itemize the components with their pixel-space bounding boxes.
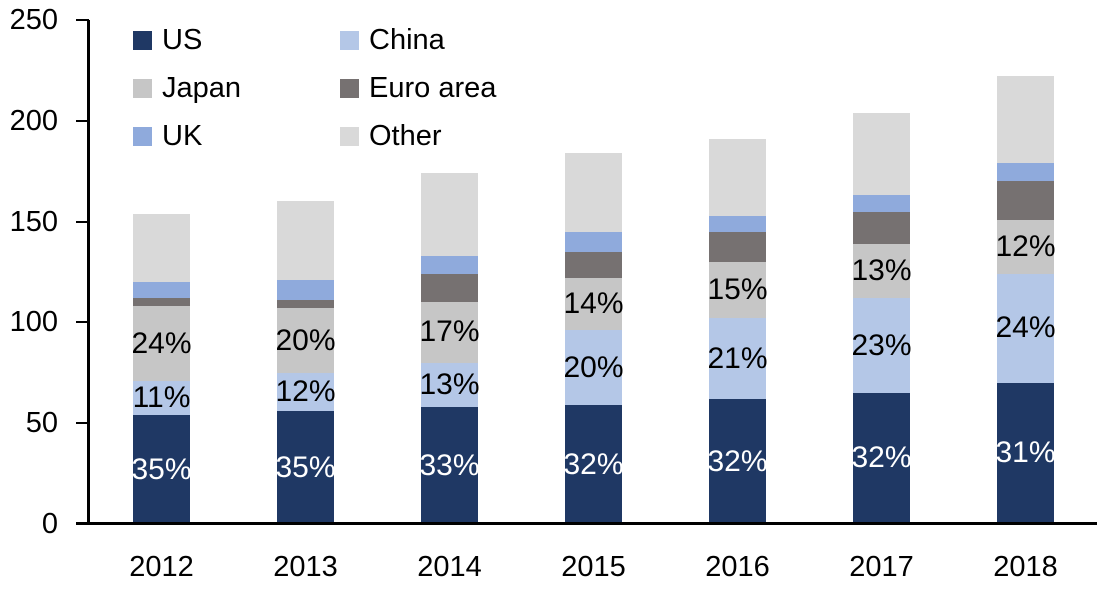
- bar-segment-uk: [277, 280, 334, 301]
- bar-segment-other: [133, 213, 190, 283]
- legend-label-us: US: [162, 24, 203, 56]
- bar-segment-other: [565, 153, 622, 232]
- x-axis-label: 2018: [993, 551, 1058, 583]
- bar-segment-us: [133, 415, 190, 524]
- bar-segment-uk: [709, 215, 766, 232]
- bar-segment-euro-area: [133, 298, 190, 307]
- bar-segment-japan: [277, 308, 334, 373]
- bar-segment-china: [565, 330, 622, 406]
- legend-label-china: China: [369, 24, 445, 56]
- legend-swatch-china: [340, 31, 359, 50]
- y-tick-mark: [76, 220, 89, 223]
- segment-percent-label: 12%: [275, 374, 336, 408]
- bar-segment-uk: [853, 195, 910, 212]
- bar-segment-euro-area: [853, 211, 910, 244]
- y-tick-mark: [76, 422, 89, 425]
- segment-percent-label: 15%: [707, 273, 768, 307]
- bar-segment-japan: [133, 306, 190, 381]
- bar-segment-japan: [421, 302, 478, 363]
- segment-percent-label: 24%: [131, 326, 192, 360]
- segment-percent-label: 20%: [275, 323, 336, 357]
- y-tick-mark: [76, 321, 89, 324]
- y-axis-label: 50: [25, 407, 58, 440]
- segment-percent-label: 23%: [851, 328, 912, 362]
- y-axis-label: 250: [9, 4, 58, 36]
- bar-segment-us: [997, 382, 1054, 524]
- segment-percent-label: 24%: [995, 311, 1056, 345]
- segment-percent-label: 20%: [563, 350, 624, 384]
- bar-segment-us: [277, 411, 334, 524]
- segment-percent-label: 35%: [131, 452, 192, 486]
- bar-segment-japan: [853, 243, 910, 299]
- segment-percent-label: 14%: [563, 287, 624, 321]
- segment-percent-label: 17%: [419, 315, 480, 349]
- bar-segment-us: [565, 405, 622, 524]
- y-axis-label: 200: [9, 104, 58, 137]
- bar-segment-japan: [565, 278, 622, 331]
- segment-percent-label: 13%: [851, 253, 912, 287]
- legend-label-japan: Japan: [162, 72, 242, 104]
- x-axis-label: 2012: [129, 551, 194, 583]
- segment-percent-label: 32%: [563, 447, 624, 481]
- y-axis-label: 150: [9, 205, 58, 238]
- bar-segment-uk: [133, 282, 190, 299]
- legend-swatch-us: [133, 31, 152, 50]
- x-axis-label: 2016: [705, 551, 770, 583]
- x-axis-label: 2013: [273, 551, 338, 583]
- y-tick-mark: [76, 119, 89, 122]
- bar-segment-other: [421, 173, 478, 256]
- bar-segment-china: [997, 274, 1054, 383]
- legend-label-euro-area: Euro area: [369, 72, 497, 104]
- bar-segment-other: [853, 112, 910, 196]
- bar-segment-uk: [997, 163, 1054, 182]
- bar-segment-japan: [709, 261, 766, 319]
- bar-segment-china: [421, 362, 478, 408]
- legend-swatch-euro-area: [340, 79, 359, 98]
- bar-segment-china: [853, 298, 910, 393]
- bar-segment-china: [133, 380, 190, 416]
- bar-segment-euro-area: [997, 181, 1054, 220]
- y-axis-label: 0: [41, 508, 58, 540]
- bar-segment-japan: [997, 219, 1054, 274]
- bar-segment-us: [421, 407, 478, 524]
- x-axis-label: 2017: [849, 551, 914, 583]
- bar-segment-euro-area: [709, 231, 766, 262]
- bar-segment-uk: [421, 255, 478, 274]
- x-axis-label: 2014: [417, 551, 482, 583]
- segment-percent-label: 13%: [419, 367, 480, 401]
- legend-label-other: Other: [369, 120, 442, 152]
- segment-percent-label: 21%: [707, 341, 768, 375]
- bar-segment-other: [277, 201, 334, 281]
- segment-percent-label: 32%: [707, 444, 768, 478]
- bar-segment-china: [277, 372, 334, 412]
- bar-segment-other: [709, 138, 766, 216]
- segment-percent-label: 11%: [132, 381, 191, 414]
- legend-swatch-other: [340, 127, 359, 146]
- bar-segment-us: [853, 392, 910, 524]
- legend-swatch-japan: [133, 79, 152, 98]
- x-axis-baseline: [76, 522, 1097, 525]
- bar-segment-us: [709, 399, 766, 524]
- x-axis-label: 2015: [561, 551, 626, 583]
- bar-segment-euro-area: [421, 274, 478, 303]
- y-axis-label: 100: [9, 306, 58, 339]
- legend-label-uk: UK: [162, 120, 203, 152]
- segment-percent-label: 32%: [851, 441, 912, 475]
- bar-segment-uk: [565, 231, 622, 252]
- segment-percent-label: 31%: [995, 436, 1056, 470]
- bar-segment-china: [709, 318, 766, 399]
- y-axis-line: [87, 20, 90, 524]
- bar-segment-euro-area: [565, 251, 622, 279]
- y-tick-mark: [76, 19, 89, 21]
- segment-percent-label: 12%: [995, 229, 1056, 263]
- bar-segment-euro-area: [277, 300, 334, 309]
- segment-percent-label: 35%: [275, 450, 336, 484]
- legend-swatch-uk: [133, 127, 152, 146]
- segment-percent-label: 33%: [419, 448, 480, 482]
- bar-segment-other: [997, 76, 1054, 164]
